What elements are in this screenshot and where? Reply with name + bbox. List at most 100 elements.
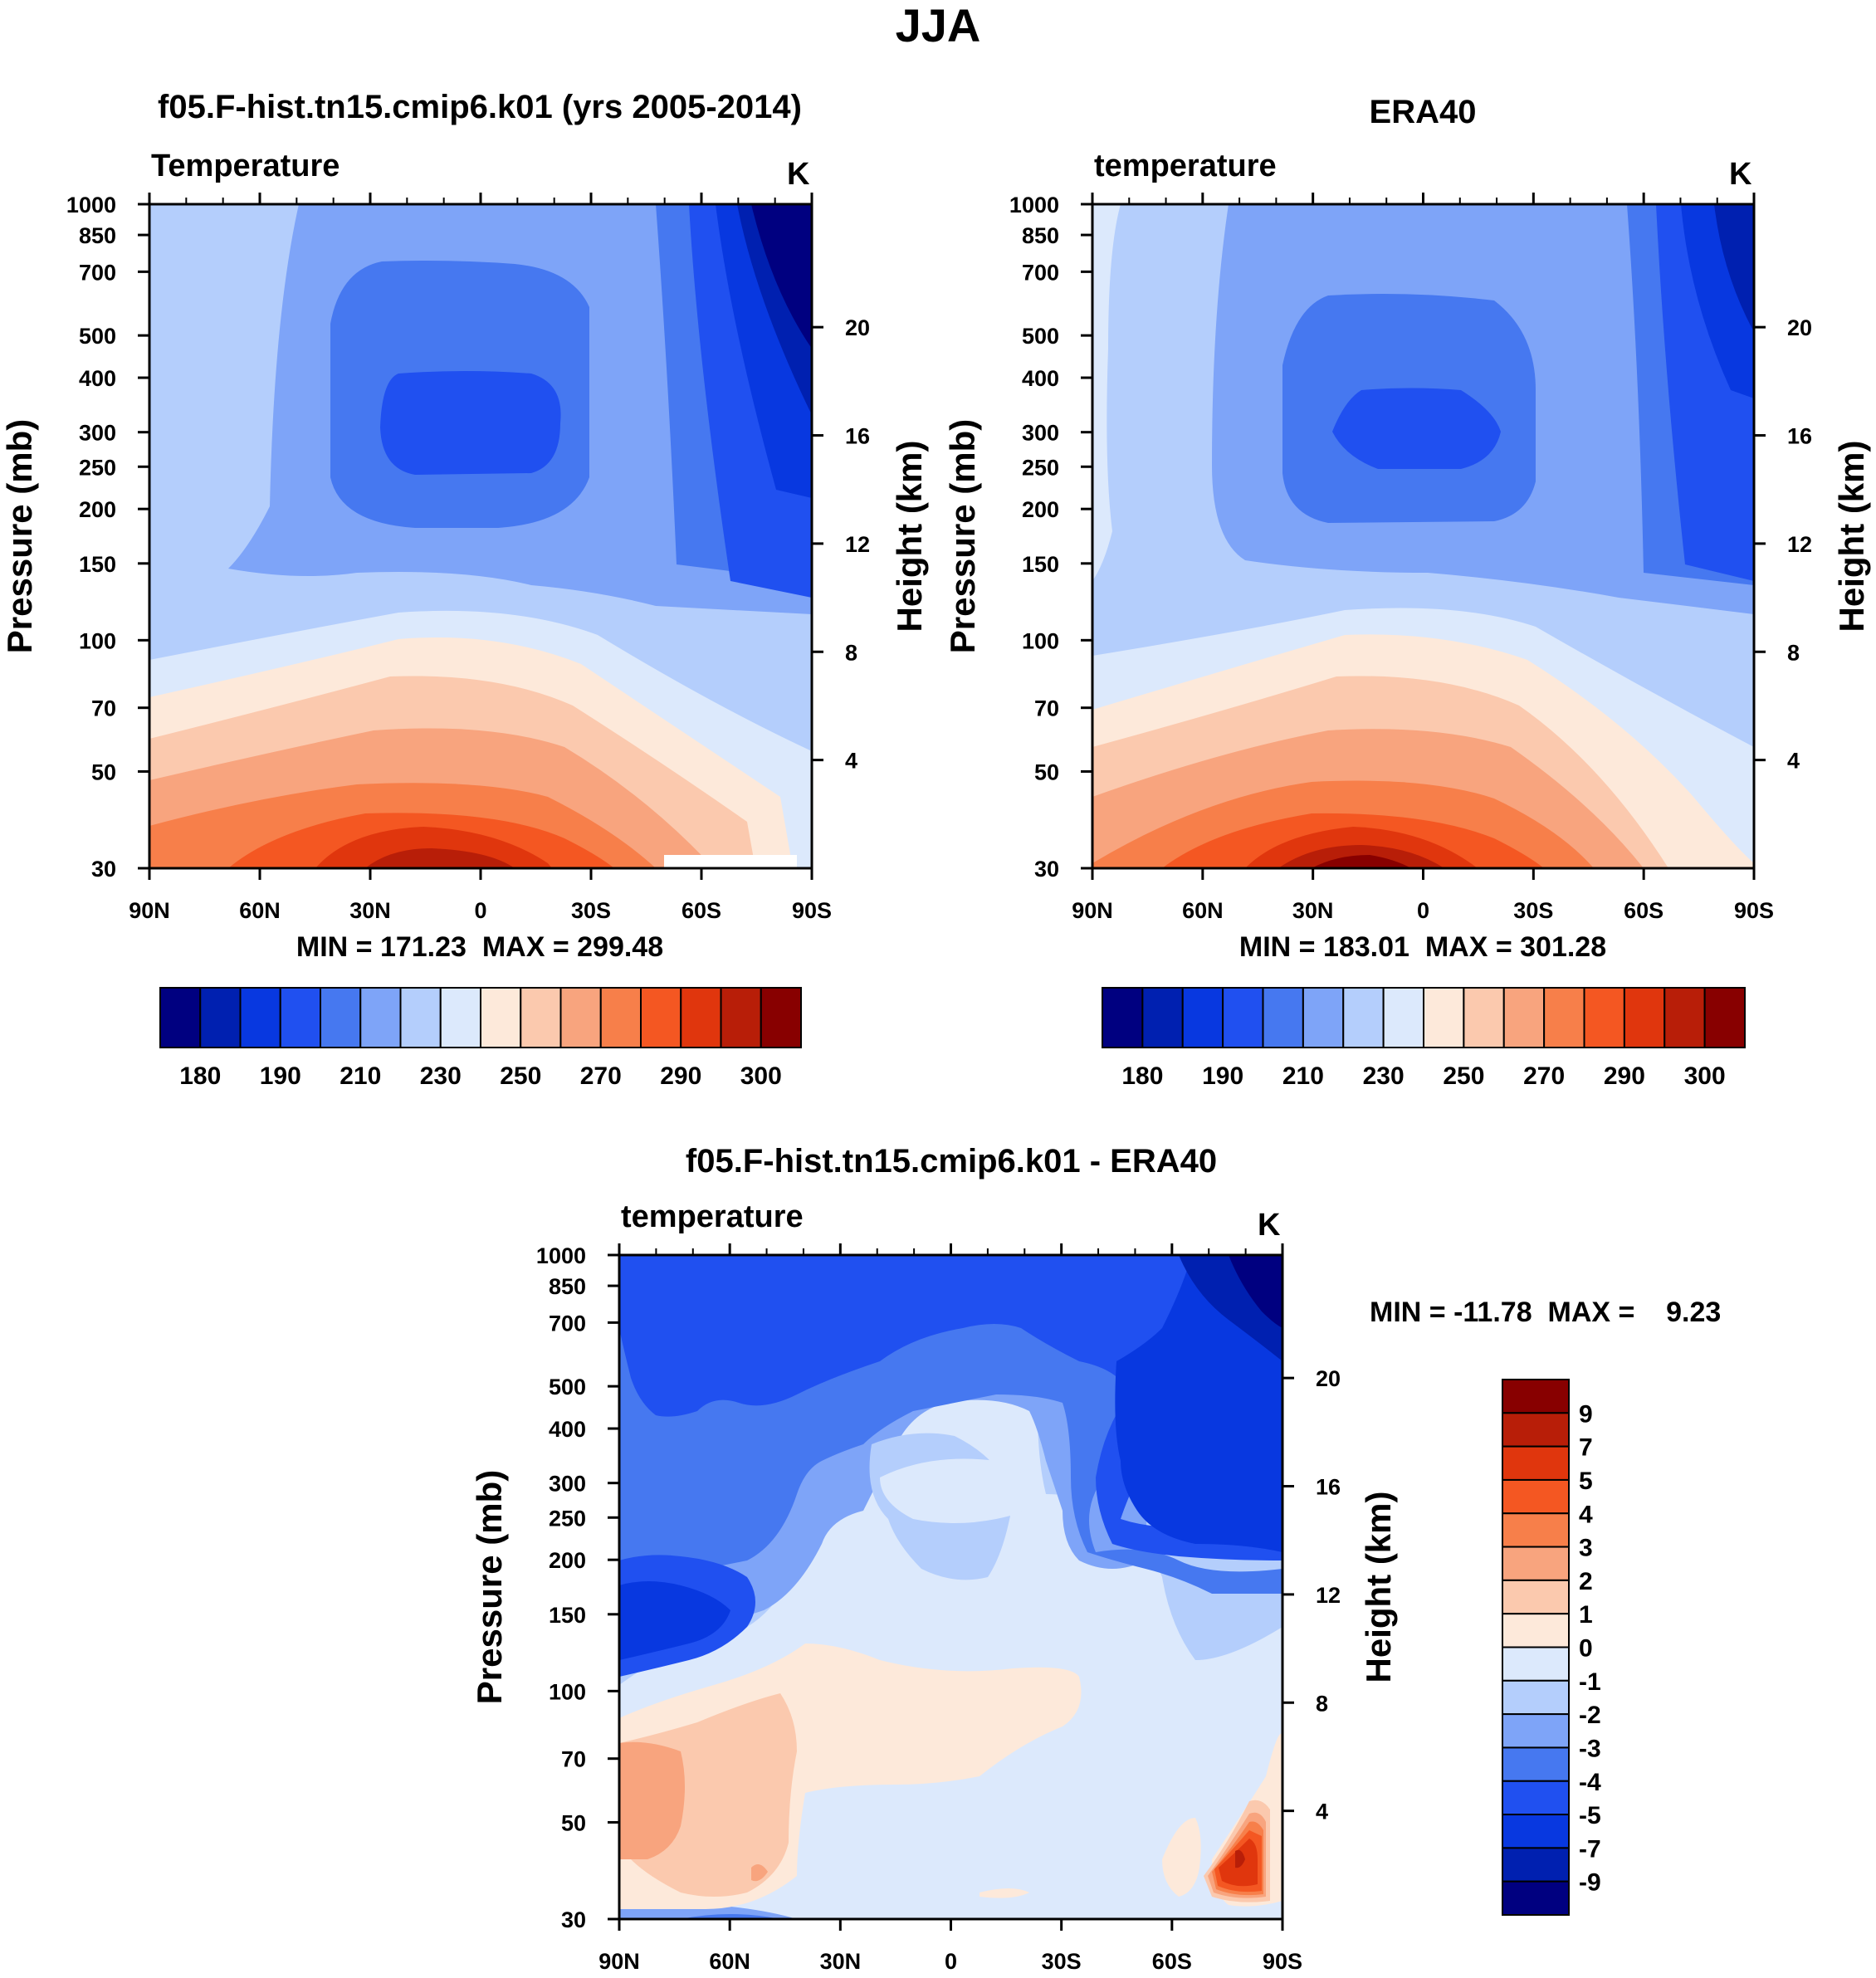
y2-tick-label: 20 [1787,315,1812,340]
contour-fills [149,204,812,868]
y-tick-label: 400 [549,1417,586,1442]
x-tick-label: 0 [1417,898,1429,923]
x-tick-label: 60S [1624,898,1663,923]
contour-band [365,848,515,868]
colorbar-swatch [279,987,321,1048]
colorbar-swatch [1502,1546,1570,1581]
y2-tick-label: 12 [1787,532,1812,557]
colorbar-label: 290 [1604,1062,1645,1090]
contour-band [1235,1849,1245,1868]
units-label: K [1258,1208,1281,1243]
panel-model: f05.F-hist.tn15.cmip6.k01 (yrs 2005-2014… [0,89,929,1090]
colorbar-label: -2 [1579,1702,1601,1729]
contour-fills [1092,204,1754,868]
y2-tick-label: 20 [845,315,870,340]
x-tick-label: 30N [349,898,391,923]
x-tick-label: 90N [129,898,170,923]
y-tick-label: 70 [1034,696,1059,721]
contour-band [1162,1818,1201,1897]
y-tick-label: 200 [549,1548,586,1573]
colorbar-swatch [1502,1579,1570,1615]
y-tick-label: 850 [1022,223,1059,248]
colorbar-swatch [1502,1746,1570,1782]
colorbar-swatch [520,987,562,1048]
colorbar-swatch [1102,987,1144,1048]
y-axis-label: Pressure (mb) [0,419,39,653]
y-tick-label: 500 [79,324,116,349]
y-tick-label: 150 [1022,552,1059,577]
colorbar-label: -5 [1579,1802,1601,1829]
y-tick-label: 70 [91,696,116,721]
variable-label: temperature [1094,149,1277,183]
colorbar-swatch [1623,987,1666,1048]
contour-band [751,204,812,349]
colorbar-label: 9 [1579,1400,1593,1428]
colorbar-swatch [1543,987,1585,1048]
ticks: 30 50 70 100 150 200 250 300 400 500 700 850 1000 20 1… [1009,193,1812,923]
min-max-stats: MIN = 183.01 MAX = 301.28 [1239,931,1606,963]
y-tick-label: 700 [549,1311,586,1336]
x-tick-label: 60N [709,1949,750,1974]
colorbar-swatch [1502,987,1546,1048]
x-tick-label: 30N [1292,898,1334,923]
colorbar-label: 2 [1579,1568,1593,1595]
variable-label: Temperature [151,149,340,183]
y-tick-label: 250 [79,455,116,480]
contour-band [619,1581,730,1660]
colorbar-label: -9 [1579,1869,1601,1897]
colorbar-swatch [1502,1713,1570,1749]
colorbar-swatch [1502,1780,1570,1816]
min-max-stats: MIN = 171.23 MAX = 299.48 [296,931,663,963]
contour-band [751,1864,768,1882]
y-axis-label: Pressure (mb) [470,1470,509,1704]
colorbar-label: 290 [660,1062,701,1090]
y-tick-label: 250 [549,1506,586,1531]
y-tick-label: 500 [549,1375,586,1399]
colorbar-label: -1 [1579,1668,1601,1696]
colorbar-swatch [1382,987,1424,1048]
x-tick-label: 60S [1152,1949,1192,1974]
y2-axis-label: Height (km) [890,441,929,632]
panel-era40: ERA40 temperature K 30507010015020025030… [943,94,1871,1090]
colorbar-swatch [1502,1412,1570,1448]
y-tick-label: 250 [1022,455,1059,480]
colorbar-label: 7 [1579,1434,1593,1462]
y-tick-label: 150 [79,552,116,577]
contour-band [880,1458,1046,1523]
colorbar-swatch [1222,987,1264,1048]
y-tick-label: 100 [1022,628,1059,653]
colorbar-swatch [1502,1814,1570,1849]
x-tick-label: 60S [682,898,721,923]
x-tick-label: 60N [239,898,281,923]
colorbar: 9 7 5 4 3 2 1 0 -1 -2 -3 -4 -5 -7 -9 [1502,1379,1601,1916]
colorbar-label: 300 [740,1062,782,1090]
contour-band [1312,855,1411,868]
y-tick-label: 1000 [66,193,116,217]
x-tick-label: 0 [945,1949,957,1974]
contour-band [1714,204,1754,332]
y2-tick-label: 8 [1787,640,1800,665]
colorbar-swatch [1463,987,1505,1048]
y-tick-label: 300 [79,421,116,446]
y-tick-label: 700 [79,260,116,285]
y-tick-label: 700 [1022,260,1059,285]
y-axis-label: Pressure (mb) [943,419,982,653]
colorbar-label: 3 [1579,1535,1593,1562]
colorbar-swatch [1663,987,1706,1048]
ticks: 30 50 70 100 150 200 250 300 400 500 700 850 1000 20 1… [66,193,870,923]
colorbar-swatch [559,987,602,1048]
main-title: JJA [896,0,981,51]
colorbar-swatch [1502,1679,1570,1716]
colorbar-swatch [439,987,481,1048]
y2-tick-label: 4 [1787,749,1800,774]
colorbar-swatch [239,987,281,1048]
x-tick-label: 60N [1182,898,1224,923]
colorbar-swatch [720,987,762,1048]
y-tick-label: 30 [1034,857,1059,882]
y-tick-label: 400 [1022,366,1059,391]
colorbar-swatch [599,987,642,1048]
colorbar-swatch [480,987,522,1048]
y2-tick-label: 16 [1787,424,1812,449]
colorbar-label: 180 [179,1062,221,1090]
